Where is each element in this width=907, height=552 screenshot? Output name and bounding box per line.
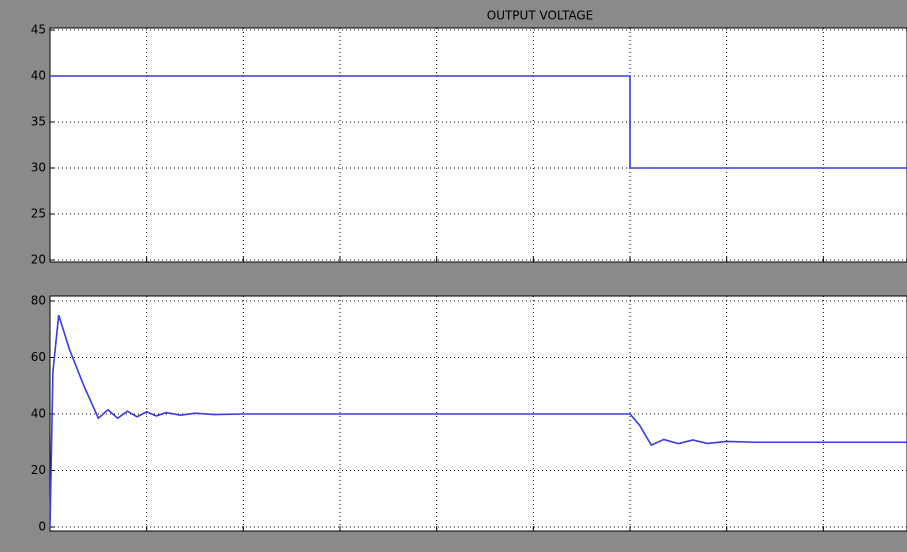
series-line bbox=[50, 75, 907, 169]
y-tick-label: 20 bbox=[31, 463, 46, 477]
y-tick-label: 20 bbox=[31, 253, 46, 267]
y-tick-label: 0 bbox=[38, 520, 46, 534]
y-tick-label: 40 bbox=[31, 407, 46, 421]
y-tick-label: 30 bbox=[31, 161, 46, 175]
y-tick-label: 40 bbox=[31, 69, 46, 83]
y-tick-label: 45 bbox=[31, 23, 46, 37]
plot-area bbox=[49, 27, 907, 263]
series-line bbox=[49, 314, 907, 528]
chart-title: OUTPUT VOLTAGE bbox=[487, 9, 593, 23]
y-tick-label: 80 bbox=[31, 294, 46, 308]
y-tick-label: 60 bbox=[31, 350, 46, 364]
y-tick-label: 35 bbox=[31, 115, 46, 129]
y-tick-label: 25 bbox=[31, 207, 46, 221]
